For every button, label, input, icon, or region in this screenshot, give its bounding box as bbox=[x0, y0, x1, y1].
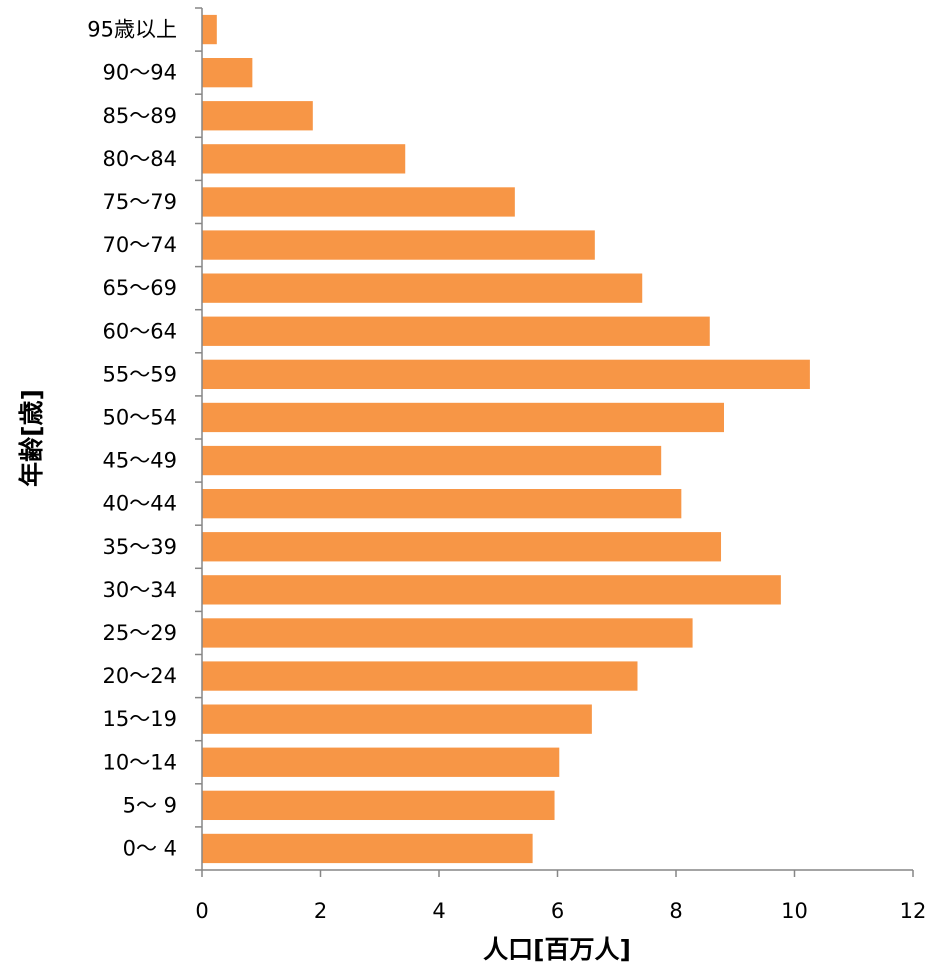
y-tick-label: 20〜24 bbox=[103, 664, 177, 688]
bar-18 bbox=[202, 58, 253, 88]
x-tick-label: 10 bbox=[781, 899, 808, 923]
x-tick-label: 6 bbox=[551, 899, 564, 923]
y-tick-label: 50〜54 bbox=[103, 405, 177, 429]
bar-11 bbox=[202, 359, 810, 390]
y-tick-label: 45〜49 bbox=[103, 449, 177, 473]
bar-7 bbox=[202, 532, 722, 562]
bar-16 bbox=[202, 144, 406, 174]
x-tick-label: 4 bbox=[432, 899, 445, 923]
x-axis-title: 人口[百万人] bbox=[483, 935, 631, 964]
bar-15 bbox=[202, 187, 515, 217]
y-tick-label: 10〜14 bbox=[103, 750, 177, 774]
y-tick-label: 60〜64 bbox=[103, 319, 177, 343]
bar-6 bbox=[202, 575, 781, 605]
bar-14 bbox=[202, 230, 595, 260]
x-tick-label: 12 bbox=[900, 899, 927, 923]
bar-5 bbox=[202, 618, 693, 648]
labels-group: 0〜 45〜 910〜1415〜1920〜2425〜2930〜3435〜3940… bbox=[87, 18, 926, 923]
bar-9 bbox=[202, 445, 662, 476]
axes-group bbox=[195, 7, 914, 877]
x-tick-label: 8 bbox=[669, 899, 682, 923]
bars-group bbox=[202, 14, 810, 864]
bar-19 bbox=[202, 14, 217, 45]
x-tick-label: 2 bbox=[314, 899, 327, 923]
y-tick-label: 95歳以上 bbox=[87, 18, 177, 42]
y-tick-label: 70〜74 bbox=[103, 233, 177, 257]
y-tick-label: 35〜39 bbox=[103, 535, 177, 559]
bar-0 bbox=[202, 833, 533, 864]
y-tick-label: 85〜89 bbox=[103, 104, 177, 128]
x-tick-label: 0 bbox=[195, 899, 208, 923]
y-tick-label: 75〜79 bbox=[103, 190, 177, 214]
y-tick-label: 55〜59 bbox=[103, 362, 177, 386]
bar-10 bbox=[202, 402, 724, 433]
y-tick-label: 0〜 4 bbox=[123, 836, 177, 860]
bar-13 bbox=[202, 273, 643, 303]
bar-8 bbox=[202, 489, 682, 519]
y-tick-label: 65〜69 bbox=[103, 276, 177, 300]
y-tick-label: 40〜44 bbox=[103, 492, 177, 516]
bar-12 bbox=[202, 316, 710, 346]
bar-2 bbox=[202, 747, 560, 777]
y-tick-label: 5〜 9 bbox=[123, 793, 177, 817]
y-axis-title: 年齢[歳] bbox=[17, 389, 46, 487]
y-tick-label: 80〜84 bbox=[103, 147, 177, 171]
bar-3 bbox=[202, 704, 592, 734]
y-tick-label: 30〜34 bbox=[103, 578, 177, 602]
y-tick-label: 25〜29 bbox=[103, 621, 177, 645]
bar-17 bbox=[202, 101, 313, 131]
y-tick-label: 15〜19 bbox=[103, 707, 177, 731]
bar-4 bbox=[202, 661, 638, 691]
y-tick-label: 90〜94 bbox=[103, 61, 177, 85]
bar-1 bbox=[202, 790, 555, 821]
